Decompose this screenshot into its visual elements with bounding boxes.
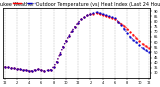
Title: Milwaukee Weather Outdoor Temperature (vs) Heat Index (Last 24 Hours): Milwaukee Weather Outdoor Temperature (v…	[0, 2, 160, 7]
